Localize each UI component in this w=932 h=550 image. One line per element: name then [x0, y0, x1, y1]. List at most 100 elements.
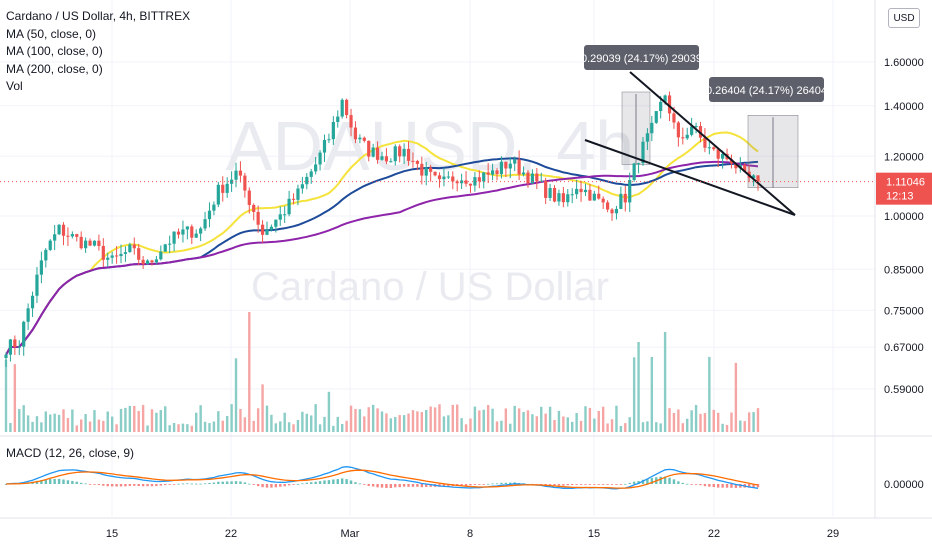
volume-bar — [509, 423, 512, 432]
volume-bar — [57, 414, 61, 432]
macd-histogram-bar — [75, 481, 78, 484]
candle — [331, 121, 335, 140]
candle — [707, 147, 711, 149]
candle — [168, 243, 172, 245]
candle — [544, 180, 548, 198]
volume-bar — [743, 421, 746, 432]
legend-vol[interactable]: Vol — [6, 79, 23, 93]
y-tick-label: 1.40000 — [884, 101, 924, 113]
volume-bar — [553, 420, 556, 432]
candle — [234, 170, 238, 180]
candle — [141, 259, 145, 265]
volume-bar — [394, 417, 397, 432]
macd-histogram-bar — [203, 483, 207, 485]
macd-histogram-bar — [119, 484, 123, 487]
y-tick-label: 1.20000 — [884, 151, 924, 163]
volume-bar — [128, 405, 132, 432]
macd-histogram-bar — [88, 484, 92, 485]
macd-histogram-bar — [358, 483, 362, 485]
volume-bar — [177, 424, 180, 432]
macd-histogram-bar — [668, 477, 671, 484]
measure-tools[interactable]: 0.29039 (24.17%) 29039 0.26404 (24.17%) 2… — [581, 45, 827, 189]
candle — [314, 164, 318, 172]
volume-bar — [447, 415, 450, 432]
volume-bar — [270, 414, 273, 432]
candle — [53, 234, 57, 241]
volume-bar — [495, 421, 499, 432]
volume-bar — [49, 414, 52, 432]
candle — [570, 194, 574, 196]
macd-histogram-bar — [340, 478, 344, 484]
macd-histogram-bar — [491, 483, 494, 485]
volume-bar — [53, 413, 56, 432]
macd-histogram-bar — [141, 484, 145, 487]
candle — [433, 171, 437, 176]
candle — [221, 184, 225, 193]
volume-bar — [451, 404, 454, 432]
volume-bar — [429, 406, 432, 432]
macd-histogram-bar — [686, 483, 689, 485]
candle — [362, 137, 366, 141]
volume-bar — [398, 415, 401, 432]
candle — [132, 244, 136, 249]
macd-histogram-bar — [756, 484, 760, 488]
candle — [345, 99, 349, 116]
volume-bar — [349, 405, 353, 432]
macd-histogram-bar — [124, 484, 127, 487]
y-tick-label: 0.85000 — [884, 264, 924, 276]
macd-histogram-bar — [708, 484, 711, 487]
macd-histogram-bar — [332, 479, 335, 484]
volume-bar — [212, 421, 216, 432]
volume-bar — [522, 412, 525, 432]
candle — [561, 193, 565, 203]
macd-histogram-bar — [279, 484, 282, 487]
volume-bar — [106, 411, 109, 432]
legend-ma50[interactable]: MA (50, close, 0) — [6, 26, 97, 41]
macd-histogram-bar — [562, 484, 565, 486]
countdown-label: 12:13 — [886, 191, 914, 203]
volume-bar — [164, 406, 167, 432]
macd-histogram-bar — [80, 482, 83, 484]
macd-histogram-bar — [553, 484, 556, 486]
candle — [212, 204, 216, 211]
volume-bar — [544, 413, 547, 432]
macd-histogram-bar — [557, 484, 561, 486]
candle — [26, 308, 30, 322]
volume-bar — [203, 421, 207, 432]
candle — [575, 188, 579, 195]
volume-bar — [433, 407, 437, 432]
volume-bar — [367, 407, 370, 432]
candle — [13, 339, 17, 348]
candle — [619, 193, 623, 209]
volume-bar — [526, 410, 530, 432]
currency-button[interactable]: USD — [888, 8, 920, 28]
legend-ma200[interactable]: MA (200, close, 0) — [6, 61, 103, 76]
candle — [499, 161, 504, 175]
macd-histogram-bar — [261, 484, 264, 488]
macd-histogram-bar — [385, 484, 388, 488]
candle — [172, 231, 176, 244]
volume-bar — [314, 404, 317, 432]
macd-histogram-bar — [597, 484, 600, 485]
candle — [225, 183, 229, 193]
trendlines[interactable] — [0, 71, 875, 216]
macd-legend[interactable]: MACD (12, 26, close, 9) — [6, 446, 135, 460]
volume-bar — [225, 415, 229, 432]
macd-histogram-bar — [234, 481, 238, 484]
volume-bar — [517, 408, 521, 432]
candle — [477, 177, 481, 182]
candle — [238, 170, 243, 176]
legend-ma100[interactable]: MA (100, close, 0) — [6, 44, 103, 58]
watermark-symbol: ADAUSD, 4h — [226, 107, 634, 185]
macd-histogram-bar — [292, 484, 295, 485]
volume-bar — [402, 415, 406, 432]
macd-histogram-bar — [172, 484, 176, 485]
macd-histogram-bar — [402, 484, 406, 487]
macd-histogram-bar — [181, 483, 185, 485]
last-price-label: 1.11046 — [886, 177, 925, 189]
volume-bar — [756, 408, 760, 432]
x-tick-label: Mar — [341, 528, 360, 540]
candle — [44, 249, 48, 261]
volume-bar — [181, 423, 185, 432]
